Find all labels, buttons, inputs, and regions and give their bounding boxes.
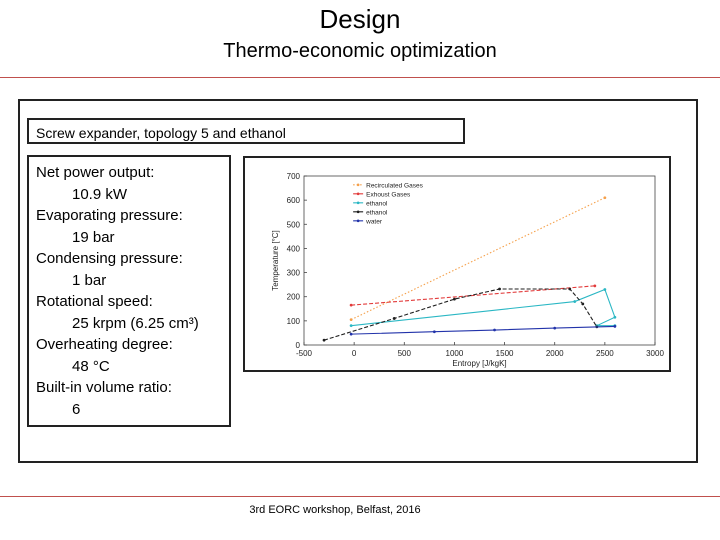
chart-panel: -500 0 500 1000 1500 2000 2500 3000 0 100 200 300 40… [243,156,671,372]
series-point [432,330,436,334]
legend-marker [356,192,360,196]
legend-box [351,178,432,227]
x-tick-label: 2000 [546,349,564,358]
series-point [568,287,572,291]
y-tick-label: 100 [287,317,301,326]
legend-label: water [365,218,383,225]
legend-marker [356,201,360,205]
series-point [392,317,396,320]
param-value: 19 bar [72,228,115,246]
legend-marker [356,183,360,187]
param-label: Rotational speed: [36,293,153,310]
y-tick-label: 200 [287,293,301,302]
legend-marker [356,219,360,223]
legend-label: Exhoust Gases [366,191,411,198]
series-point [493,328,496,332]
series-point [553,326,557,330]
series-point [613,325,617,328]
series-point [322,338,326,342]
param-label: Condensing pressure: [36,250,183,267]
param-value: 25 krpm (6.25 cm³) [72,314,199,332]
y-tick-label: 600 [287,196,301,205]
x-tick-label: 2500 [596,349,614,358]
series-point [581,302,585,306]
x-tick-label: 3000 [646,349,664,358]
x-tick-label: 500 [398,349,412,358]
y-tick-label: 300 [287,269,301,278]
top-divider [0,77,720,78]
bottom-divider [0,496,720,497]
slide-subtitle: Thermo-economic optimization [223,40,497,62]
content-frame [18,99,698,463]
y-tick-label: 0 [296,341,301,350]
series-point [349,303,353,307]
param-label: Net power output: [36,164,155,181]
series-point [613,315,617,319]
series-line-5 [351,325,615,335]
param-value: 10.9 kW [72,185,128,203]
footer-text: 3rd EORC workshop, Belfast, 2016 [249,504,421,516]
series-point [573,300,577,303]
series-point [453,297,456,301]
y-tick-label: 500 [287,220,301,229]
y-tick-label: 700 [287,172,301,181]
series-line-2 [351,285,595,306]
slide-title: Design [319,4,401,34]
y-axis-label: Temperature [°C] [271,230,280,291]
series-line-1 [350,197,606,321]
x-tick-label: -500 [296,349,313,358]
x-tick-label: 0 [352,349,357,358]
legend-label: ethanol [366,200,388,207]
y-tick-label: 400 [287,244,301,253]
param-label: Overheating degree: [36,336,173,353]
legend-marker [356,210,360,214]
parameters-panel: Net power output: 10.9 kW Evaporating pr… [27,155,231,427]
param-value: 6 [72,400,81,418]
x-tick-label: 1500 [496,349,514,358]
series-point [603,196,607,200]
caption-box: Screw expander, topology 5 and ethanol [27,118,465,144]
ts-diagram-chart: -500 0 500 1000 1500 2000 2500 3000010020030040… [271,172,664,368]
param-label: Evaporating pressure: [36,207,183,224]
series-point [603,288,607,291]
x-tick-label: 1000 [446,349,464,358]
series-point [349,332,353,336]
series-point [593,284,597,288]
series-point [498,287,501,291]
series-line-3 [351,288,616,327]
param-label: Built-in volume ratio: [36,379,172,396]
param-value: 48 °C [72,357,110,375]
x-axis-label: Entropy [J/kgK] [452,359,506,368]
legend-label: ethanol [366,209,388,216]
legend-label: Recirculated Gases [366,182,423,189]
plot-area [303,175,656,346]
param-value: 1 bar [72,271,107,289]
series-point [349,324,353,328]
series-point [349,318,353,322]
